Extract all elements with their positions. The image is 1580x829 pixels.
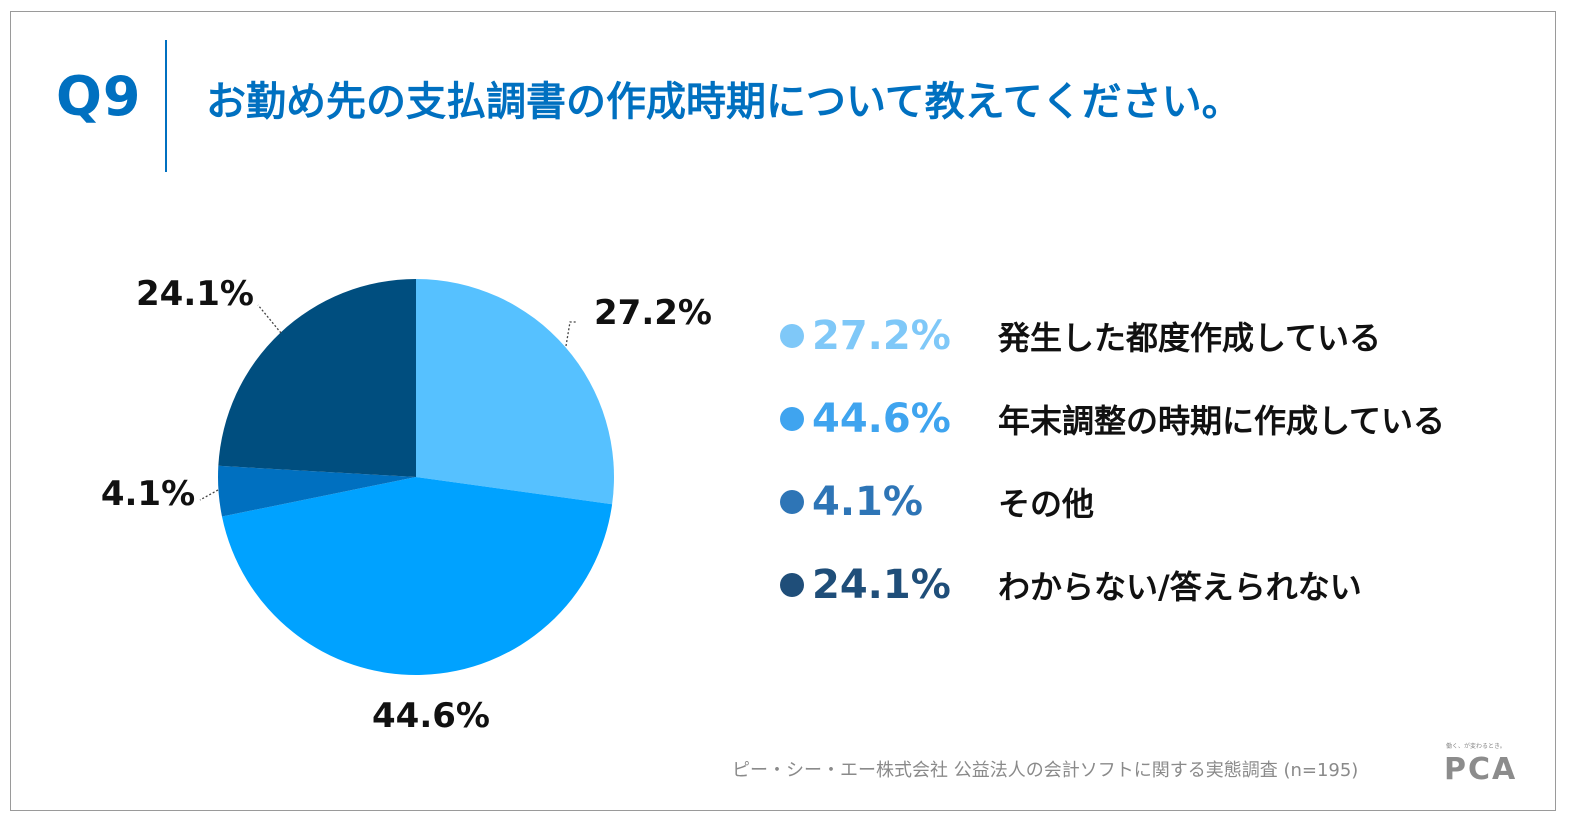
pie-data-label-4: 24.1% — [136, 274, 254, 314]
pca-logo: 働く、が変わるとき。 PCA — [1444, 743, 1524, 787]
legend-dot-4 — [780, 573, 804, 597]
pie-slice-4 — [218, 279, 416, 477]
survey-source: ピー・シー・エー株式会社 公益法人の会計ソフトに関する実態調査 (n=195) — [732, 760, 1359, 781]
header-divider — [165, 40, 167, 172]
logo-tagline: 働く、が変わるとき。 — [1446, 743, 1506, 750]
logo-mark: PCA — [1444, 752, 1518, 787]
legend-value-1: 27.2% — [812, 313, 951, 359]
legend-item-1: 27.2% 発生した都度作成している — [780, 310, 1500, 393]
slide-frame — [10, 11, 1556, 811]
legend-value-4: 24.1% — [812, 562, 951, 608]
pie-leader-line-3 — [199, 489, 219, 501]
pie-slice-2 — [221, 477, 613, 675]
legend-item-2: 44.6% 年末調整の時期に作成している — [780, 393, 1500, 476]
legend-label-1: 発生した都度作成している — [998, 319, 1382, 357]
legend-dot-1 — [780, 324, 804, 348]
legend-dot-2 — [780, 407, 804, 431]
pie-leader-line-1 — [565, 321, 576, 347]
legend-value-3: 4.1% — [812, 479, 923, 525]
legend-value-2: 44.6% — [812, 396, 951, 442]
legend-dot-3 — [780, 490, 804, 514]
pie-chart: 27.2% 44.6% 4.1% 24.1% — [101, 274, 712, 736]
legend-label-2: 年末調整の時期に作成している — [998, 402, 1446, 440]
legend: 27.2% 発生した都度作成している 44.6% 年末調整の時期に作成している … — [780, 310, 1500, 642]
legend-label-3: その他 — [998, 485, 1095, 523]
question-title: お勤め先の支払調書の作成時期について教えてください。 — [206, 79, 1242, 125]
legend-item-3: 4.1% その他 — [780, 476, 1500, 559]
pie-data-label-1: 27.2% — [594, 293, 712, 333]
legend-item-4: 24.1% わからない/答えられない — [780, 559, 1500, 642]
legend-label-4: わからない/答えられない — [998, 568, 1362, 606]
question-number: Q9 — [56, 65, 142, 128]
pie-data-label-2: 44.6% — [372, 696, 490, 736]
pie-data-label-3: 4.1% — [101, 474, 195, 514]
pie-leader-line-4 — [257, 304, 282, 334]
pie-slice-1 — [416, 279, 614, 505]
pie-slice-3 — [218, 465, 416, 517]
